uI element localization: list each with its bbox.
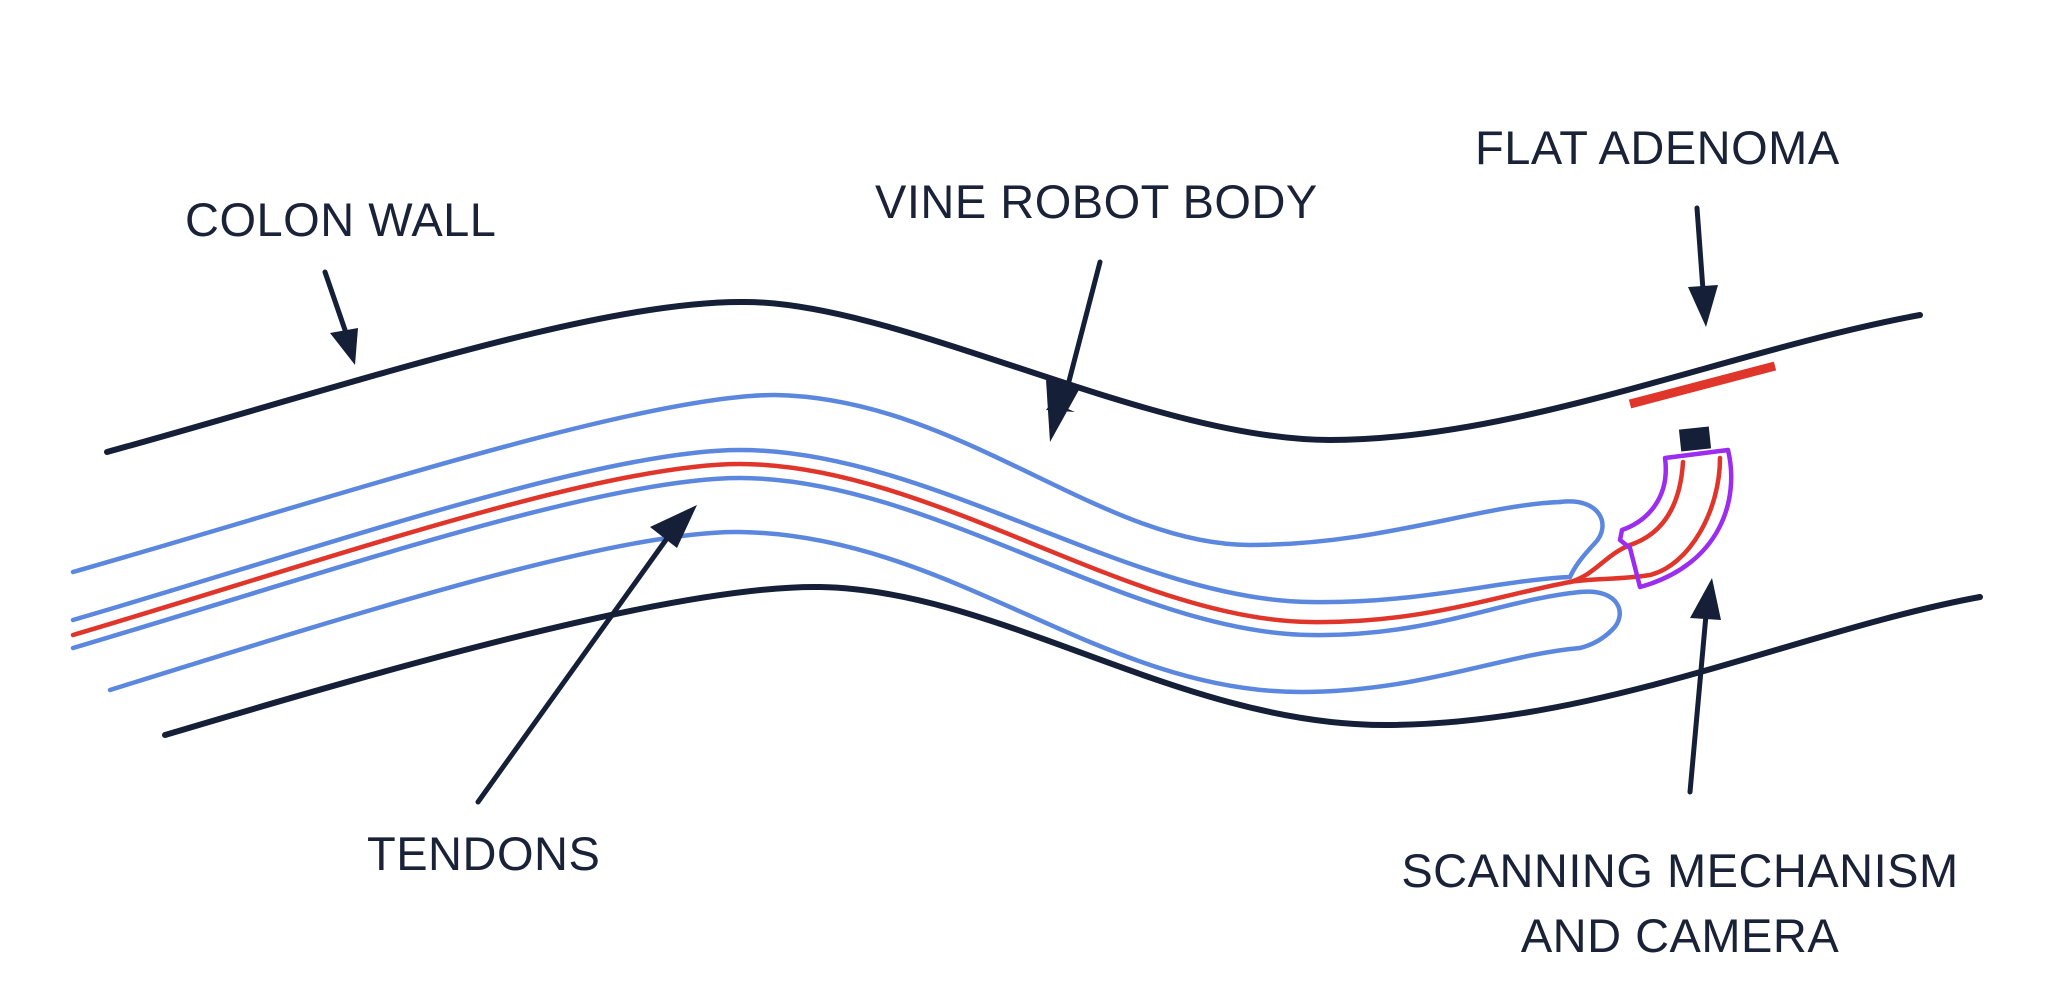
robot-body-inner-lower (70, 475, 1583, 651)
tendon-scanner-branch-upper (1567, 459, 1686, 585)
arrow-flat-adenoma-head (1688, 285, 1718, 327)
label-and-camera: AND CAMERA (1521, 909, 1840, 962)
robot-body-inner-upper (70, 447, 1573, 623)
arrow-tendons-head (650, 505, 697, 548)
robot-body-tip-lower (1577, 589, 1622, 651)
tendon-scanner-branch-lower (1567, 455, 1723, 585)
robot-body-outer-lower (107, 529, 1583, 695)
arrow-vine-robot-body (1065, 259, 1103, 388)
colon-wall-upper (104, 298, 1923, 455)
tendon-line (70, 461, 1573, 638)
arrow-colon-wall (322, 269, 348, 333)
label-flat-adenoma: FLAT ADENOMA (1475, 121, 1840, 174)
robot-body-tip-upper (1557, 499, 1605, 580)
arrow-scanning-mechanism-head (1690, 578, 1721, 620)
flat-adenoma-marker (1628, 361, 1777, 409)
arrow-flat-adenoma (1694, 205, 1706, 293)
label-vine-robot-body: VINE ROBOT BODY (875, 175, 1318, 228)
label-colon-wall: COLON WALL (185, 193, 496, 246)
arrow-tendons (475, 534, 671, 805)
arrow-scanning-mechanism (1687, 612, 1709, 795)
camera-icon (1678, 426, 1712, 452)
label-tendons: TENDONS (367, 827, 600, 880)
scanning-mechanism (1617, 447, 1734, 590)
colon-wall-lower (162, 583, 1983, 738)
robot-body-outer-upper (70, 392, 1563, 575)
label-scanning-mechanism: SCANNING MECHANISM (1401, 844, 1958, 897)
arrow-colon-wall-head (330, 328, 358, 365)
arrow-vine-robot-body-tip (1046, 380, 1080, 442)
